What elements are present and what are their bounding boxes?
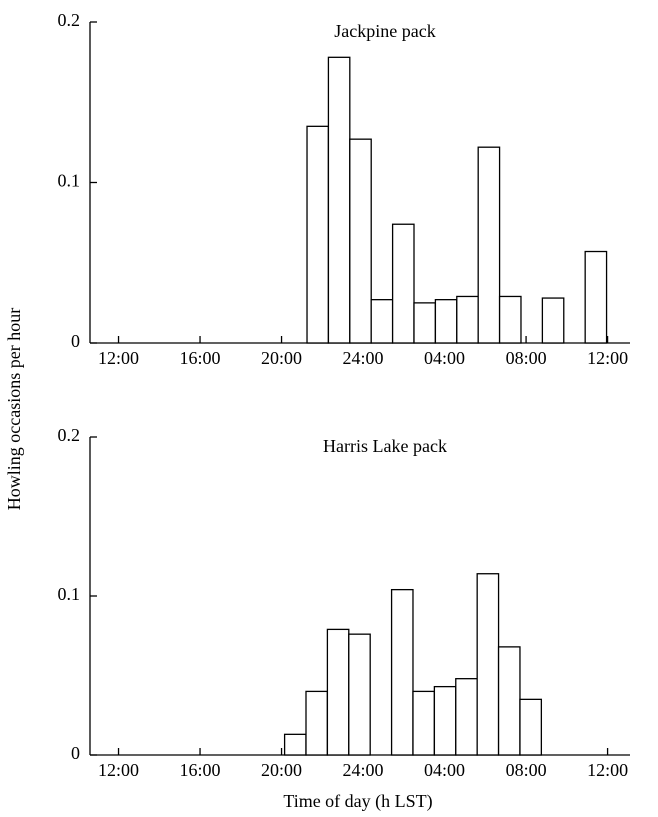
x-tick-label: 04:00: [424, 760, 465, 780]
x-tick-label: 12:00: [587, 348, 628, 368]
x-tick-label: 12:00: [587, 760, 628, 780]
bar: [348, 633, 371, 756]
bar: [391, 223, 415, 344]
y-tick-label: 0: [71, 743, 80, 763]
bar: [498, 295, 522, 344]
y-tick-label: 0.2: [58, 10, 81, 30]
x-tick-label: 16:00: [180, 760, 221, 780]
y-tick-label: 0.2: [58, 425, 81, 445]
bar: [497, 646, 521, 756]
y-axis-label: Howling occasions per hour: [4, 308, 24, 510]
bar: [519, 698, 543, 756]
x-axis-label: Time of day (h LST): [283, 791, 432, 812]
bar: [390, 588, 414, 756]
bar: [433, 685, 457, 756]
bar: [456, 295, 479, 344]
bar: [584, 250, 608, 344]
x-tick-label: 12:00: [98, 760, 139, 780]
x-tick-label: 16:00: [180, 348, 221, 368]
bar: [477, 146, 501, 344]
panel-title: Harris Lake pack: [323, 436, 447, 456]
y-tick-label: 0.1: [58, 584, 81, 604]
x-tick-label: 08:00: [506, 348, 547, 368]
bar: [305, 690, 329, 756]
x-tick-label: 20:00: [261, 760, 302, 780]
bar: [327, 56, 351, 344]
bar: [326, 628, 350, 756]
x-tick-label: 24:00: [343, 760, 384, 780]
bar: [541, 297, 565, 344]
x-tick-label: 04:00: [424, 348, 465, 368]
y-tick-label: 0: [71, 331, 80, 351]
x-tick-label: 12:00: [98, 348, 139, 368]
panel-title: Jackpine pack: [334, 21, 435, 41]
x-tick-label: 24:00: [343, 348, 384, 368]
x-tick-label: 20:00: [261, 348, 302, 368]
bar: [434, 299, 458, 344]
bar: [476, 573, 500, 756]
bar: [413, 302, 437, 344]
bar: [412, 690, 436, 756]
bar: [455, 678, 478, 756]
bar: [349, 138, 372, 344]
bar: [283, 733, 307, 756]
bar: [306, 125, 330, 344]
y-tick-label: 0.1: [58, 171, 81, 191]
x-tick-label: 08:00: [506, 760, 547, 780]
bar: [370, 299, 394, 344]
